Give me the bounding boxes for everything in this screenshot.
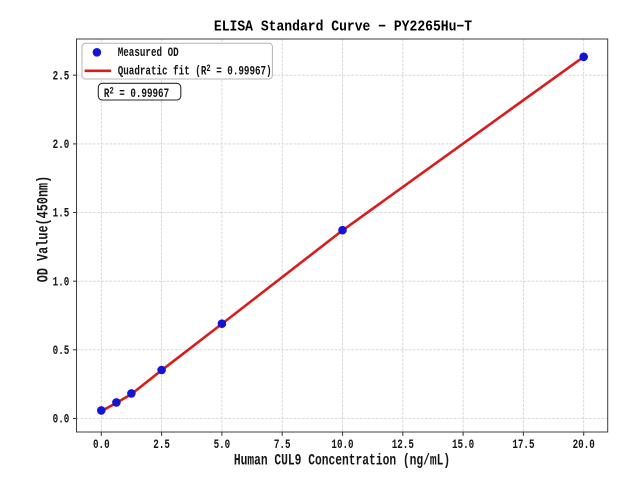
svg-text:0.0: 0.0 [93,439,110,453]
svg-text:7.5: 7.5 [274,439,291,453]
svg-text:2.0: 2.0 [53,139,70,153]
svg-text:12.5: 12.5 [392,439,414,453]
svg-text:17.5: 17.5 [512,439,534,453]
svg-text:20.0: 20.0 [573,439,595,453]
svg-text:10.0: 10.0 [331,439,353,453]
svg-text:R2 = 0.99967: R2 = 0.99967 [104,85,169,101]
svg-text:0.5: 0.5 [53,345,70,359]
svg-text:Human CUL9 Concentration (ng/m: Human CUL9 Concentration (ng/mL) [234,452,450,470]
svg-text:0.0: 0.0 [53,413,70,427]
svg-text:OD Value(450nm): OD Value(450nm) [35,176,53,282]
svg-text:Measured OD: Measured OD [118,47,179,61]
svg-text:ELISA Standard Curve − PY2265H: ELISA Standard Curve − PY2265Hu−T [214,19,473,36]
svg-text:2.5: 2.5 [53,70,70,84]
svg-text:5.0: 5.0 [214,439,231,453]
svg-text:Quadratic fit (R2 = 0.99967): Quadratic fit (R2 = 0.99967) [118,63,272,79]
svg-text:1.5: 1.5 [53,207,70,221]
svg-text:15.0: 15.0 [452,439,474,453]
svg-text:1.0: 1.0 [53,276,70,290]
svg-text:2.5: 2.5 [153,439,170,453]
